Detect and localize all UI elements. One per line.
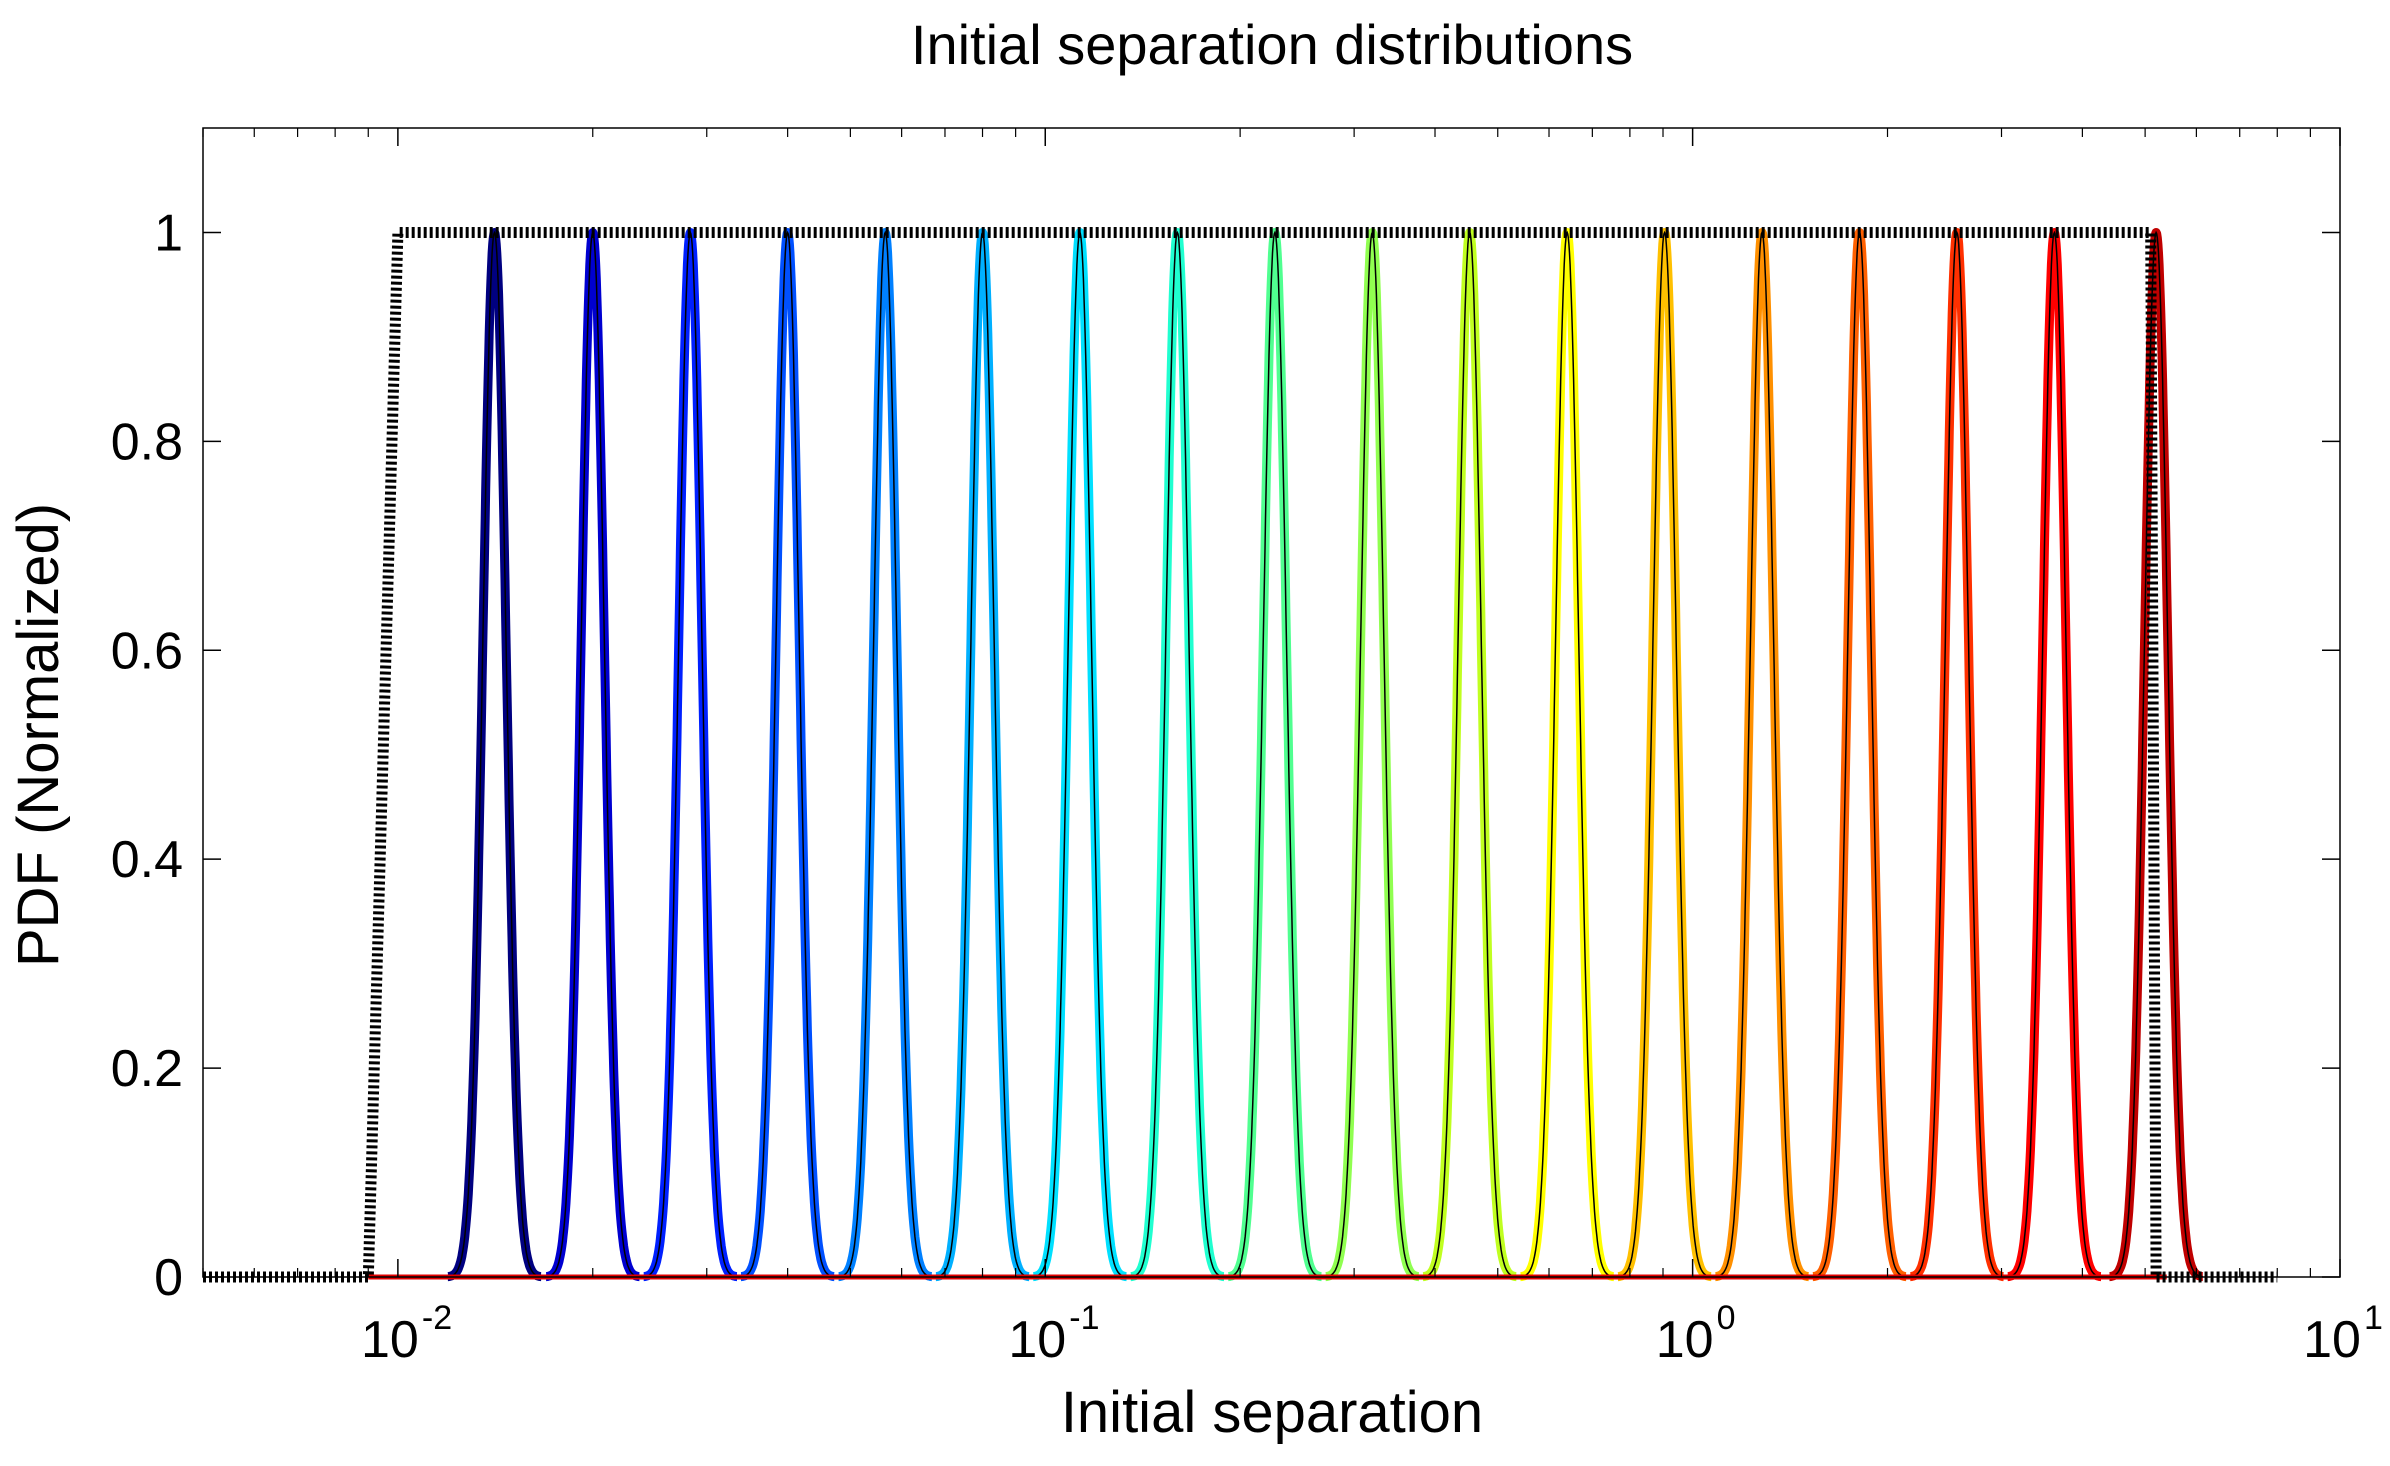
series-edge-8	[1130, 230, 1224, 1278]
series-edge-17	[2007, 230, 2101, 1278]
y-axis-label: PDF (Normalized)	[6, 503, 71, 967]
series-edge-1	[447, 230, 542, 1278]
x-tick-exponent-2: 0	[1717, 1299, 1736, 1337]
y-tick-label-3: 0.6	[111, 622, 183, 680]
y-tick-label-1: 0.2	[111, 1040, 183, 1098]
x-tick-label-2: 10	[1656, 1311, 1714, 1369]
y-tick-label-4: 0.8	[111, 413, 183, 471]
series-edge-13	[1618, 230, 1712, 1278]
series-edge-18	[2109, 230, 2203, 1278]
series-edge-5	[838, 230, 932, 1278]
y-tick-label-5: 1	[154, 204, 183, 262]
chart-title: Initial separation distributions	[911, 13, 1633, 76]
series-edge-9	[1228, 230, 1322, 1278]
x-tick-label-0: 10	[361, 1311, 419, 1369]
series-edge-16	[1910, 230, 2004, 1278]
y-tick-label-2: 0.4	[111, 831, 183, 889]
x-tick-exponent-1: -1	[1069, 1299, 1099, 1337]
x-tick-exponent-0: -2	[422, 1299, 452, 1337]
x-tick-label-1: 10	[1008, 1311, 1066, 1369]
series-edge-4	[741, 230, 835, 1278]
x-tick-exponent-3: 1	[2364, 1299, 2383, 1337]
x-axis-label: Initial separation	[1061, 1380, 1483, 1445]
x-tick-label-3: 10	[2303, 1311, 2361, 1369]
axes-frame	[202, 127, 2341, 1278]
y-tick-label-0: 0	[154, 1249, 183, 1307]
series-edge-12	[1520, 230, 1614, 1278]
